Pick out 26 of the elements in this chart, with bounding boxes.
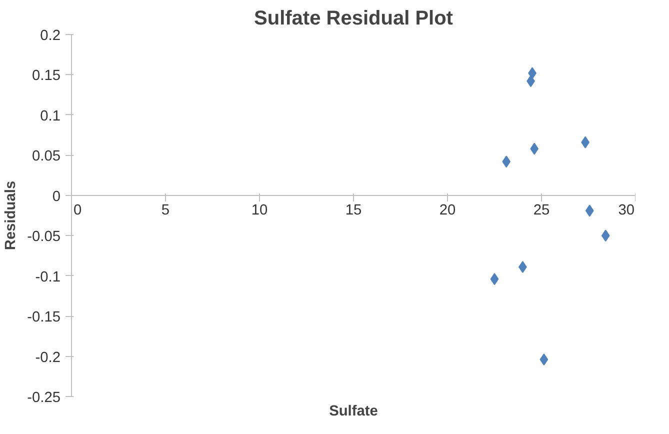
point: [601, 230, 610, 242]
x-tick-label: 15: [345, 202, 362, 218]
point: [490, 273, 499, 286]
y-tick-label: 0.15: [32, 68, 61, 84]
y-axis-title: Residuals: [3, 180, 20, 250]
x-tick-label: 20: [439, 202, 456, 218]
y-tick-label: -0.15: [27, 310, 60, 326]
point: [502, 156, 511, 168]
y-tick-label: -0.2: [35, 350, 61, 366]
y-tick-label: -0.25: [27, 390, 60, 406]
x-tick-label: 25: [533, 202, 550, 218]
point: [540, 353, 548, 366]
y-tick-label: -0.05: [27, 229, 60, 246]
y-tick-label: 0: [52, 188, 61, 205]
y-tick-label: 0.1: [40, 108, 60, 124]
x-axis-title: Sulfate: [329, 404, 378, 420]
point: [530, 142, 539, 155]
y-tick-label: -0.1: [35, 269, 61, 286]
y-tick-label: 0.2: [40, 28, 60, 44]
x-tick-label: 5: [161, 202, 170, 218]
chart-title: Sulfate Residual Plot: [254, 8, 454, 30]
y-tick-label: 0.05: [32, 148, 61, 165]
x-tick-label: 0: [74, 202, 82, 218]
x-tick-label: 30: [618, 202, 635, 218]
x-tick-label: 10: [251, 202, 268, 218]
point: [585, 204, 594, 217]
